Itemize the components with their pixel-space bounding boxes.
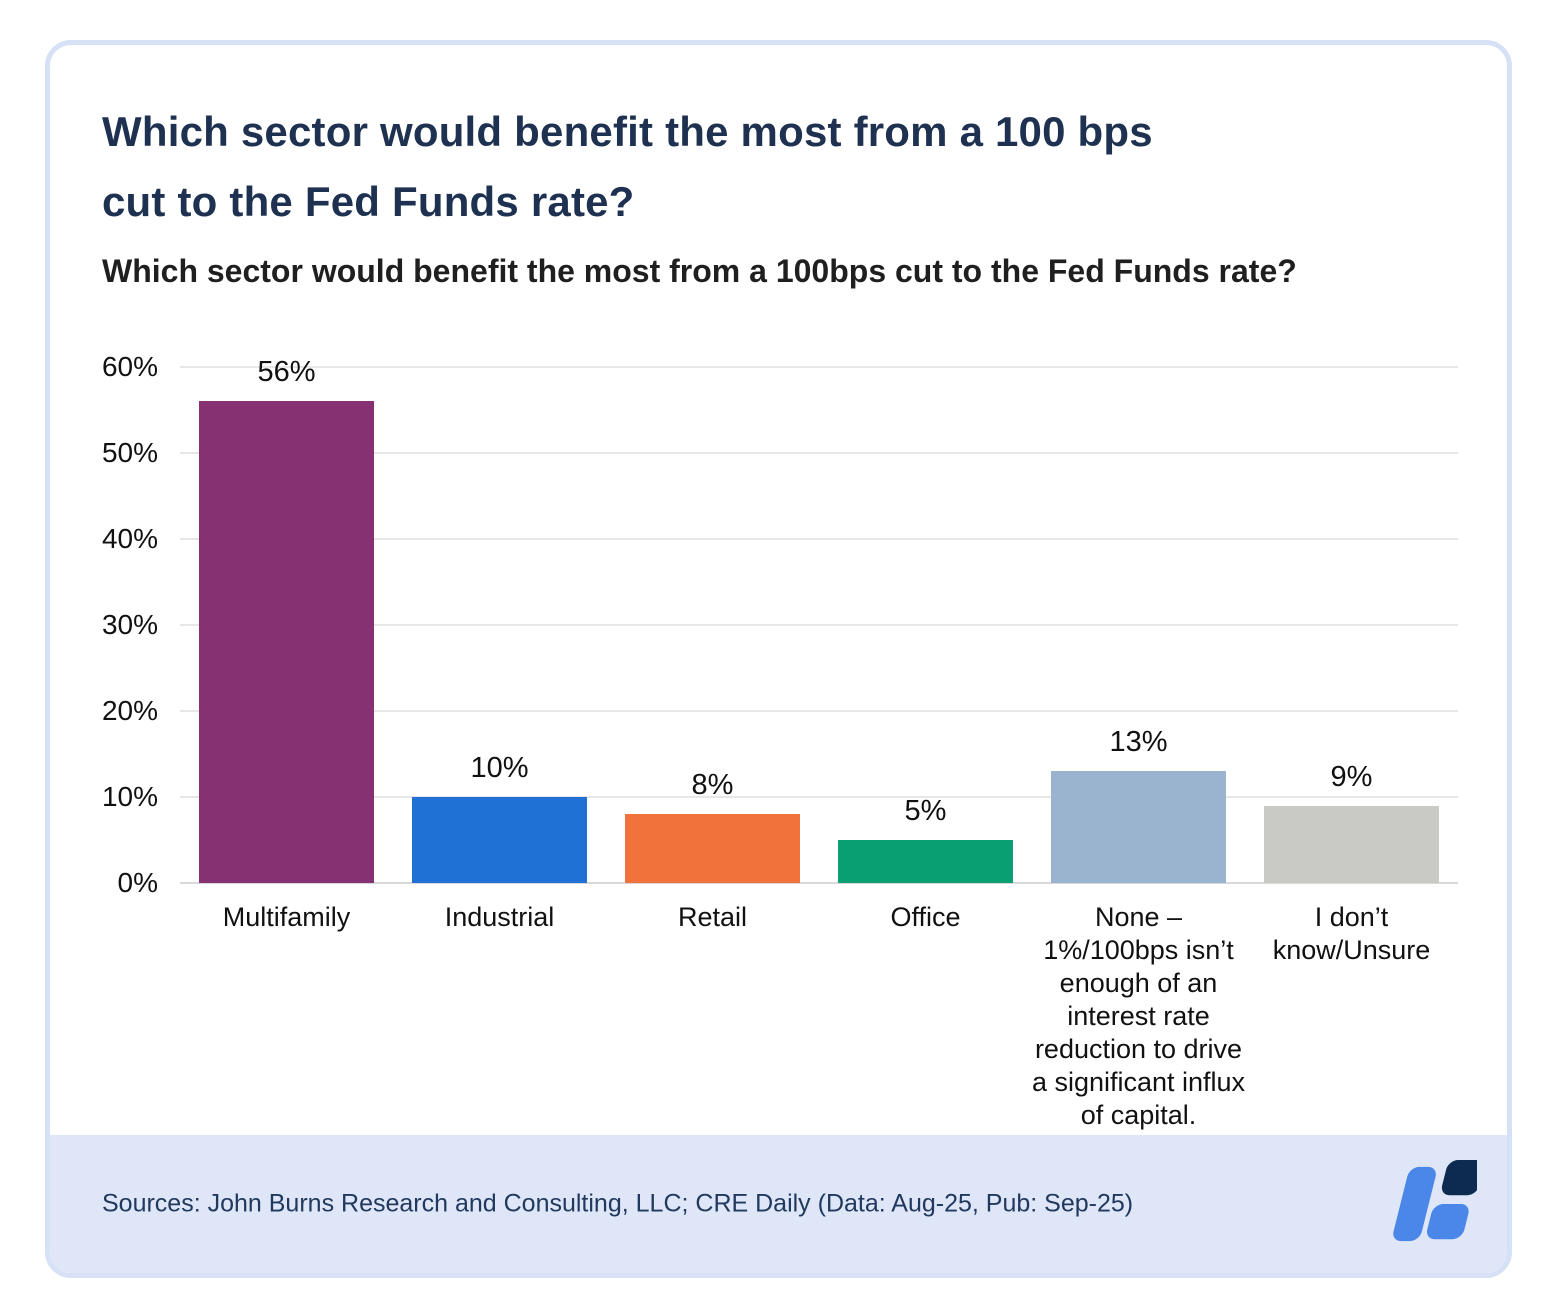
bar-value-label: 56% (257, 356, 316, 389)
gridline (180, 624, 1458, 626)
y-axis-tick-label: 10% (101, 781, 158, 812)
bar (1264, 805, 1439, 883)
gridline (180, 710, 1458, 712)
category-label: Retail (677, 902, 748, 932)
gridline (180, 366, 1458, 368)
page-title-line2: cut to the Fed Funds rate? (102, 178, 635, 225)
chart-card: Which sector would benefit the most from… (45, 40, 1512, 1278)
page-title: Which sector would benefit the most from… (102, 97, 1153, 237)
bar-value-label: 8% (691, 769, 734, 802)
page-title-line1: Which sector would benefit the most from… (102, 108, 1153, 155)
bar-value-label: 9% (1330, 760, 1373, 793)
y-axis-tick-label: 20% (101, 695, 158, 726)
bar-chart-plot-area: 0% 10% 20% 30% 40% 50% 60% 56% 10% 8% 5% 13% 9% (102, 351, 1458, 898)
y-axis-tick-label: 60% (101, 351, 158, 382)
y-axis-tick-label: 0% (117, 867, 158, 898)
chart-subtitle: Which sector would benefit the most from… (102, 253, 1297, 289)
category-label: Multifamily (222, 902, 351, 932)
bar (838, 840, 1013, 883)
x-axis-line (180, 882, 1458, 884)
gridline (180, 538, 1458, 540)
category-label: I don’t know/Unsure (1272, 902, 1431, 965)
gridline (180, 452, 1458, 454)
sources-footer: Sources: John Burns Research and Consult… (50, 1135, 1507, 1273)
bar-value-label: 10% (470, 752, 529, 784)
bar-value-label: 5% (904, 795, 947, 827)
y-axis-tick-label: 40% (101, 523, 158, 554)
bar (1051, 771, 1226, 883)
category-label: Office (890, 902, 961, 932)
bar (625, 814, 800, 883)
y-axis-tick-label: 30% (101, 609, 158, 640)
cre-daily-logo-icon (1393, 1160, 1477, 1242)
bar (412, 797, 587, 883)
y-axis-tick-label: 50% (101, 437, 158, 468)
category-label: None – 1%/100bps isn’t enough of an inte… (1031, 902, 1246, 1130)
bar-value-label: 13% (1109, 726, 1168, 759)
category-axis-labels: Multifamily Industrial Retail Office None – … (180, 901, 1458, 1161)
gridline (180, 796, 1458, 798)
sources-text: Sources: John Burns Research and Consult… (102, 1189, 1134, 1218)
category-label: Industrial (444, 902, 555, 932)
bar (199, 401, 374, 883)
